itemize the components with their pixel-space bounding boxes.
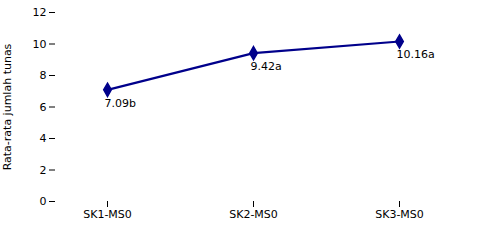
svg-text:Rata-rata jumlah tunas: Rata-rata jumlah tunas — [1, 43, 14, 170]
svg-text:7.09b: 7.09b — [105, 97, 136, 110]
svg-text:9.42a: 9.42a — [251, 60, 282, 73]
svg-text:10.16a: 10.16a — [397, 48, 435, 61]
svg-text:12: 12 — [33, 6, 47, 19]
svg-text:6: 6 — [40, 101, 47, 114]
svg-text:2: 2 — [40, 164, 47, 177]
svg-text:4: 4 — [40, 132, 47, 145]
svg-text:0: 0 — [40, 195, 47, 208]
svg-text:8: 8 — [40, 69, 47, 82]
svg-text:10: 10 — [33, 38, 47, 51]
svg-text:SK1-MS0: SK1-MS0 — [83, 208, 132, 221]
svg-text:SK2-MS0: SK2-MS0 — [229, 208, 278, 221]
svg-text:SK3-MS0: SK3-MS0 — [375, 208, 424, 221]
